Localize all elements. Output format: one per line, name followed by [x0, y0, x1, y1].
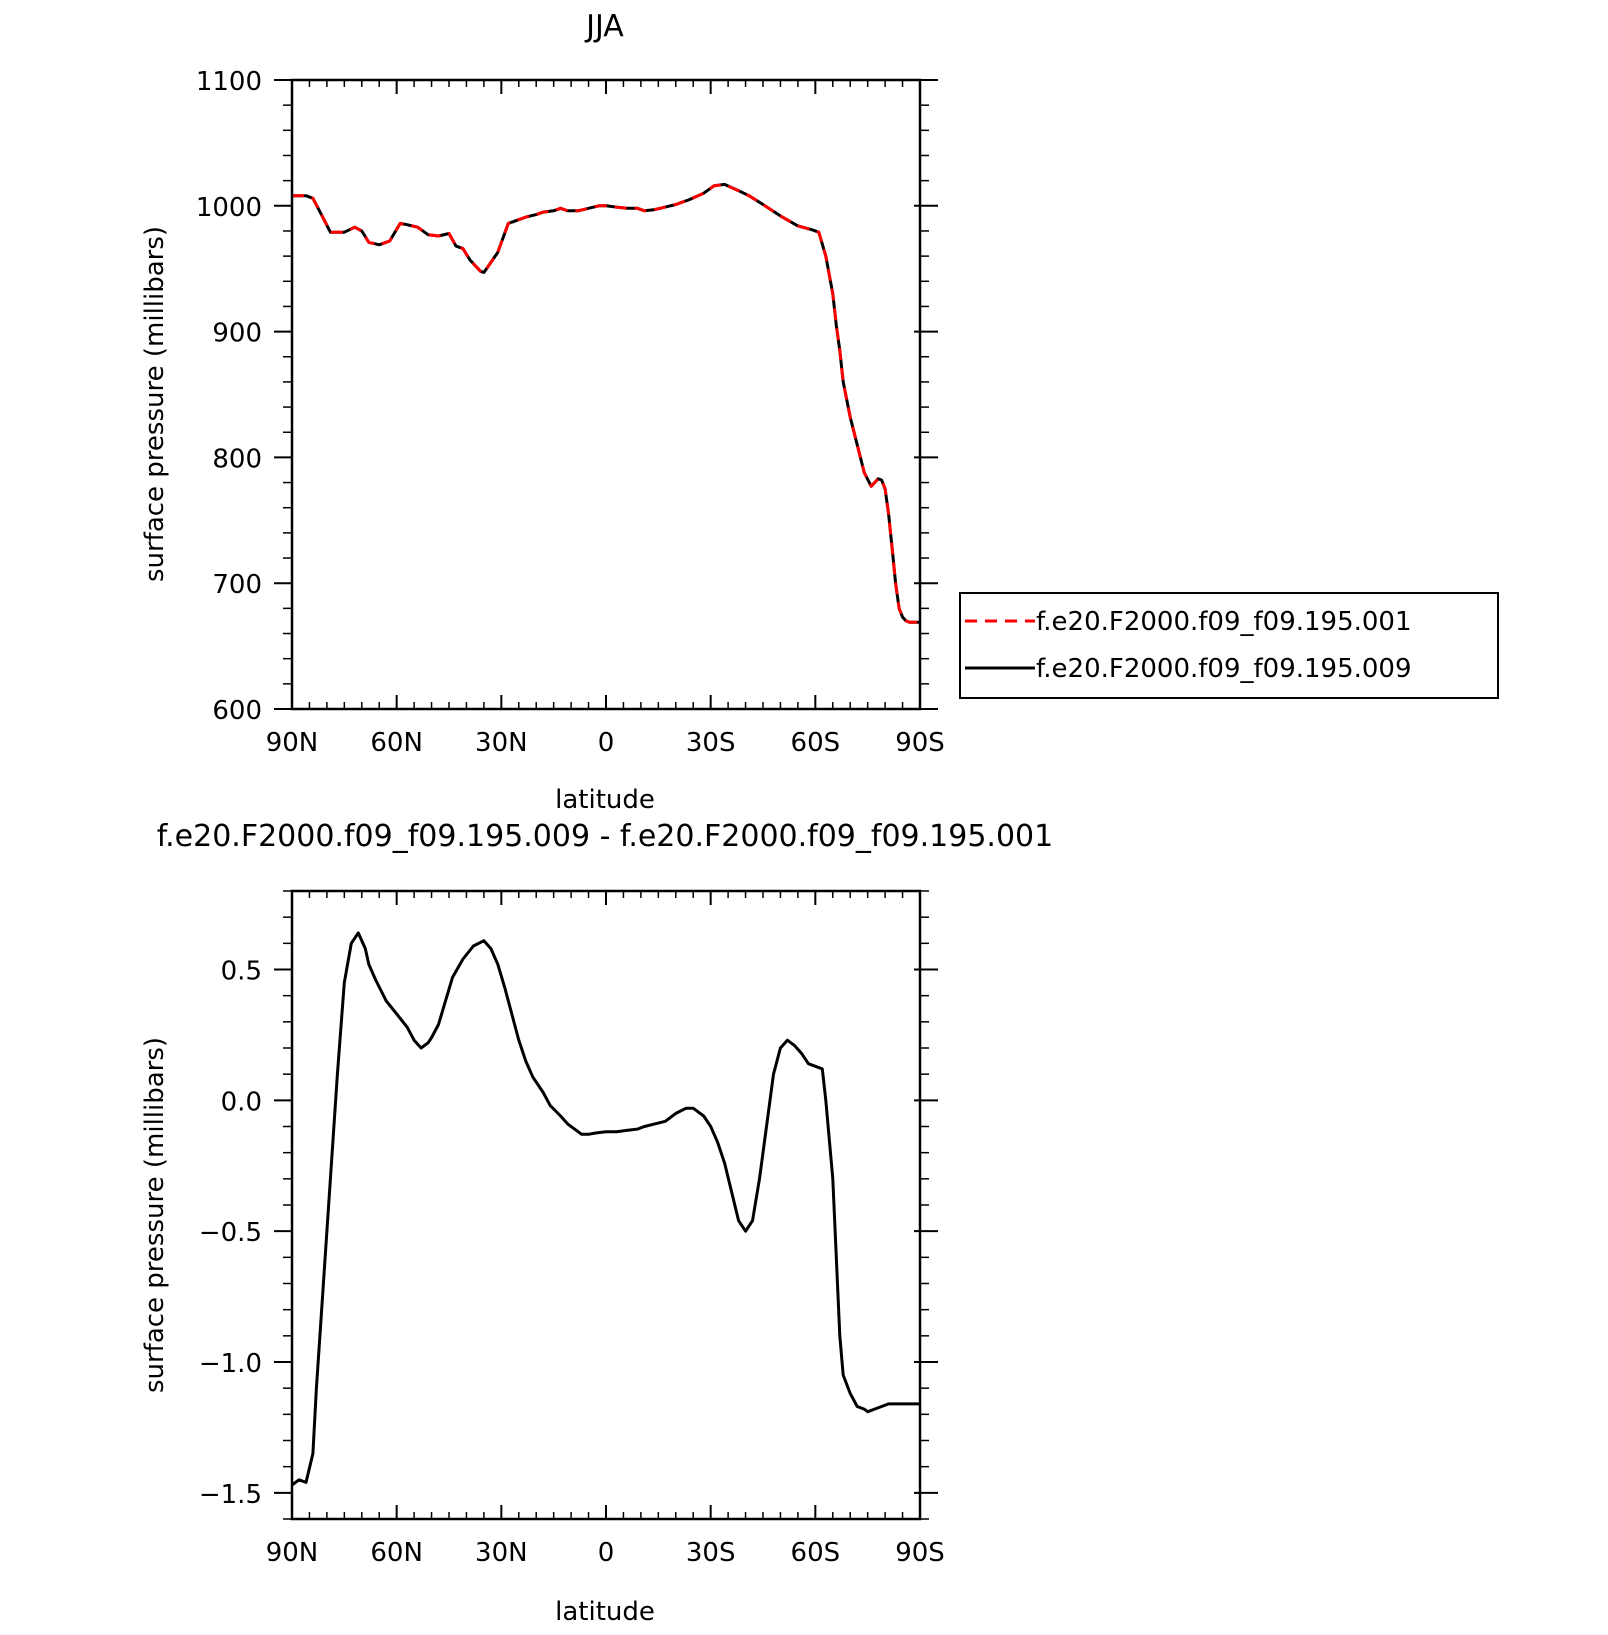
- bottom-y-tick-label: 0.5: [221, 957, 262, 987]
- top-x-tick-label: 90N: [266, 728, 319, 758]
- top-y-tick-label: 1100: [196, 67, 262, 97]
- bottom-x-tick-label: 30N: [475, 1538, 528, 1568]
- bottom-series: [291, 931, 920, 1487]
- top-x-tick-label: 0: [598, 728, 615, 758]
- top-y-tick-label: 900: [212, 319, 262, 349]
- top-x-axis-label: latitude: [555, 785, 655, 815]
- top-series-line-1: [292, 182, 920, 624]
- top-chart-title: JJA: [584, 9, 624, 44]
- top-x-tick-label: 30S: [686, 728, 736, 758]
- top-y-tick-label: 1000: [196, 193, 262, 223]
- bottom-y-tick-label: −1.0: [199, 1349, 262, 1379]
- bottom-x-tick-label: 0: [598, 1538, 615, 1568]
- legend-label-series-1: f.e20.F2000.f09_f09.195.001: [1036, 607, 1412, 637]
- bottom-x-tick-label: 90S: [895, 1538, 945, 1568]
- top-y-tick-label: 800: [212, 444, 262, 474]
- top-y-tick-label: 700: [212, 570, 262, 600]
- bottom-plot-frame: [290, 889, 922, 1521]
- bottom-panel: f.e20.F2000.f09_f09.195.009 - f.e20.F200…: [140, 819, 1053, 1627]
- top-x-tick-label: 60N: [370, 728, 423, 758]
- legend: f.e20.F2000.f09_f09.195.001 f.e20.F2000.…: [959, 592, 1499, 699]
- bottom-x-tick-label: 30S: [686, 1538, 736, 1568]
- legend-label-series-2: f.e20.F2000.f09_f09.195.009: [1036, 654, 1412, 684]
- bottom-y-tick-label: 0.0: [221, 1087, 262, 1117]
- top-series: [292, 182, 920, 624]
- bottom-x-tick-label: 60S: [791, 1538, 841, 1568]
- bottom-x-axis-label: latitude: [555, 1597, 655, 1627]
- top-x-tick-label: 60S: [791, 728, 841, 758]
- top-x-tick-label: 90S: [895, 728, 945, 758]
- top-y-axis-label: surface pressure (millibars): [140, 226, 170, 582]
- bottom-y-tick-label: −0.5: [199, 1218, 262, 1248]
- bottom-x-tick-label: 60N: [370, 1538, 423, 1568]
- bottom-series-line-1: [291, 931, 920, 1487]
- top-panel: JJA surface pressure (millibars) latitud…: [140, 9, 1499, 815]
- legend-box: [959, 592, 1499, 699]
- bottom-x-tick-label: 90N: [266, 1538, 319, 1568]
- top-series-line-2: [292, 182, 920, 624]
- top-y-tick-label: 600: [212, 696, 262, 726]
- top-x-tick-label: 30N: [475, 728, 528, 758]
- bottom-ticks: 90N 60N 30N 0 30S 60S 90S −1.5 −1.0 −0.5 0.0 0.5: [199, 890, 945, 1568]
- bottom-y-axis-label: surface pressure (millibars): [140, 1037, 170, 1393]
- top-ticks: 90N 60N 30N 0 30S 60S 90S 600 700 800 900 1000 1100: [196, 67, 945, 758]
- top-plot-frame: [290, 78, 922, 711]
- bottom-chart-title: f.e20.F2000.f09_f09.195.009 - f.e20.F200…: [157, 819, 1053, 854]
- bottom-y-tick-label: −1.5: [199, 1480, 262, 1510]
